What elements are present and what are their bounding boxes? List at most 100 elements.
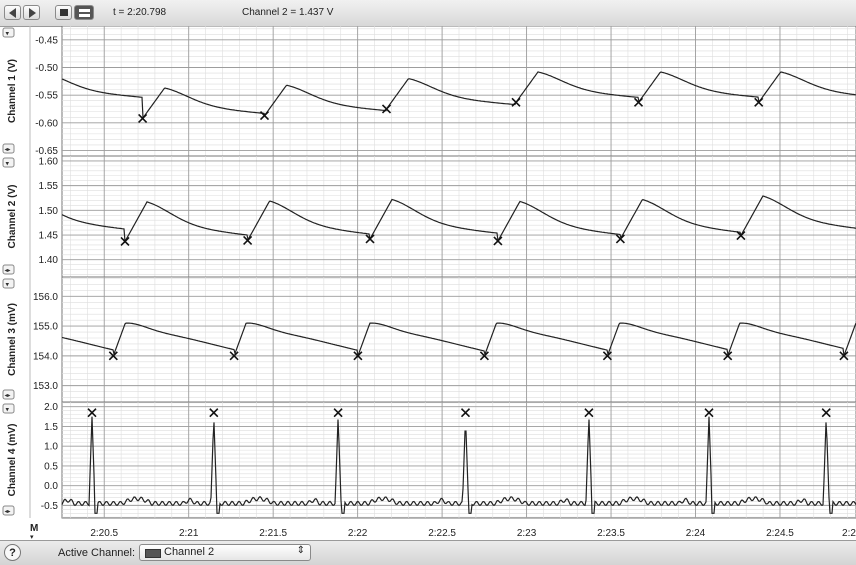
trough-marker bbox=[839, 351, 849, 361]
channel-label: Channel 4 (mV) bbox=[7, 424, 18, 497]
trough-marker bbox=[736, 230, 746, 241]
trough-marker bbox=[615, 234, 625, 244]
y-tick-label: 1.60 bbox=[39, 156, 59, 167]
y-tick-label: 0.0 bbox=[44, 481, 58, 492]
trough-marker bbox=[754, 97, 764, 107]
x-tick-label: 2:24 bbox=[686, 528, 706, 539]
trough-marker bbox=[120, 236, 130, 247]
trough-marker bbox=[493, 236, 503, 246]
x-tick-label: 2:21.5 bbox=[259, 528, 287, 539]
scroll-left-button[interactable] bbox=[4, 5, 21, 20]
trough-marker bbox=[511, 97, 521, 107]
x-tick-label: 2:23.5 bbox=[597, 528, 625, 539]
channel-menu-button[interactable] bbox=[2, 27, 15, 38]
channel-scale-button[interactable] bbox=[2, 389, 15, 400]
trace-channel-3 bbox=[61, 322, 856, 358]
y-tick-label: 2.0 bbox=[44, 402, 58, 413]
y-tick-label: 1.55 bbox=[39, 181, 59, 192]
active-channel-value: Channel 2 bbox=[164, 546, 215, 558]
y-tick-label: -0.45 bbox=[35, 35, 58, 46]
marker-menu-button[interactable]: M bbox=[30, 523, 38, 534]
toolbar: t = 2:20.798 Channel 2 = 1.437 V bbox=[0, 0, 856, 27]
scroll-right-button[interactable] bbox=[23, 5, 40, 20]
active-channel-label: Active Channel: bbox=[58, 547, 136, 559]
trough-marker bbox=[229, 351, 239, 361]
y-tick-label: 153.0 bbox=[33, 381, 58, 392]
channel-scale-button[interactable] bbox=[2, 264, 15, 275]
y-tick-label: -0.60 bbox=[35, 118, 58, 129]
channel-controls: ▾◂▸▾◂▸▾◂▸▾◂▸M▾ bbox=[2, 27, 38, 540]
channel-menu-button[interactable] bbox=[2, 157, 15, 168]
x-tick-label: 2:20.5 bbox=[90, 528, 118, 539]
y-tick-label: -0.5 bbox=[41, 501, 59, 512]
trace-channel-4 bbox=[61, 416, 856, 514]
expand-icon: ◂▸ bbox=[5, 393, 11, 399]
channel-scale-button[interactable] bbox=[2, 143, 15, 154]
trough-marker bbox=[243, 235, 253, 246]
trough-marker bbox=[479, 351, 489, 361]
trace-channel-2 bbox=[61, 195, 856, 244]
traces bbox=[61, 71, 856, 514]
triangle-left-icon bbox=[9, 8, 16, 18]
channel-menu-button[interactable] bbox=[2, 278, 15, 289]
y-tick-label: 155.0 bbox=[33, 322, 58, 333]
peak-marker bbox=[460, 408, 471, 418]
y-tick-label: 1.40 bbox=[39, 255, 59, 266]
stack-icon bbox=[79, 9, 90, 12]
peak-marker bbox=[584, 408, 594, 418]
chevron-down-icon: ▾ bbox=[30, 534, 34, 540]
trough-marker bbox=[353, 351, 363, 361]
help-button[interactable]: ? bbox=[4, 544, 21, 561]
active-channel-select[interactable]: Channel 2 ⇕ bbox=[139, 544, 311, 561]
y-tick-label: -0.65 bbox=[35, 146, 58, 157]
channel-labels: Channel 1 (V) Channel 2 (V) Channel 3 (mV)… bbox=[7, 59, 18, 496]
tick-labels: -0.45 -0.50 -0.55 -0.60 -0.651.60 1.55 1.50 1.4… bbox=[33, 35, 856, 539]
peak-marker bbox=[821, 408, 831, 418]
channel-menu-button[interactable] bbox=[2, 403, 15, 414]
plot-area[interactable]: ▾◂▸▾◂▸▾◂▸▾◂▸M▾ Channel 1 (V)Channel 2 (V… bbox=[0, 26, 856, 540]
y-tick-label: 154.0 bbox=[33, 351, 58, 362]
stacked-view-button[interactable] bbox=[74, 5, 94, 20]
trough-marker bbox=[602, 351, 612, 361]
square-icon bbox=[60, 9, 68, 16]
chevron-down-icon: ▾ bbox=[6, 161, 10, 168]
chevron-down-icon: ▾ bbox=[6, 282, 10, 289]
chevron-down-icon: ▾ bbox=[6, 407, 10, 414]
trough-marker bbox=[633, 97, 644, 107]
channel-label: Channel 3 (mV) bbox=[7, 303, 18, 376]
markers bbox=[87, 97, 849, 418]
channel-scale-button[interactable] bbox=[2, 505, 15, 516]
expand-icon: ◂▸ bbox=[5, 268, 11, 274]
channel-swatch bbox=[145, 549, 161, 558]
expand-icon: ◂▸ bbox=[5, 509, 11, 515]
channel-readout: Channel 2 = 1.437 V bbox=[242, 7, 334, 18]
trace-channel-1 bbox=[61, 71, 856, 120]
y-tick-label: 1.0 bbox=[44, 442, 58, 453]
trough-marker bbox=[138, 113, 148, 123]
trough-marker bbox=[108, 351, 118, 361]
peak-marker bbox=[333, 408, 343, 418]
peak-marker bbox=[209, 408, 219, 418]
single-view-button[interactable] bbox=[55, 5, 72, 20]
y-tick-label: -0.55 bbox=[35, 91, 58, 102]
trough-marker bbox=[381, 104, 392, 114]
peak-marker bbox=[87, 408, 97, 418]
y-tick-label: 0.5 bbox=[44, 461, 58, 472]
x-tick-label: 2:22.5 bbox=[428, 528, 456, 539]
y-tick-label: -0.50 bbox=[35, 63, 58, 74]
peak-marker bbox=[704, 408, 714, 418]
x-tick-label: 2:23 bbox=[517, 528, 537, 539]
y-tick-label: 1.5 bbox=[44, 422, 58, 433]
chevron-up-down-icon: ⇕ bbox=[296, 545, 305, 556]
x-tick-label: 2:22 bbox=[348, 528, 368, 539]
trough-marker bbox=[723, 351, 733, 361]
trough-marker bbox=[259, 111, 270, 121]
channel-label: Channel 2 (V) bbox=[7, 185, 18, 249]
chevron-down-icon: ▾ bbox=[6, 31, 10, 38]
trough-marker bbox=[365, 234, 375, 244]
x-tick-label: 2:21 bbox=[179, 528, 199, 539]
grid bbox=[29, 26, 856, 519]
channel-label: Channel 1 (V) bbox=[7, 59, 18, 123]
y-tick-label: 1.45 bbox=[39, 231, 59, 242]
y-tick-label: 156.0 bbox=[33, 292, 58, 303]
